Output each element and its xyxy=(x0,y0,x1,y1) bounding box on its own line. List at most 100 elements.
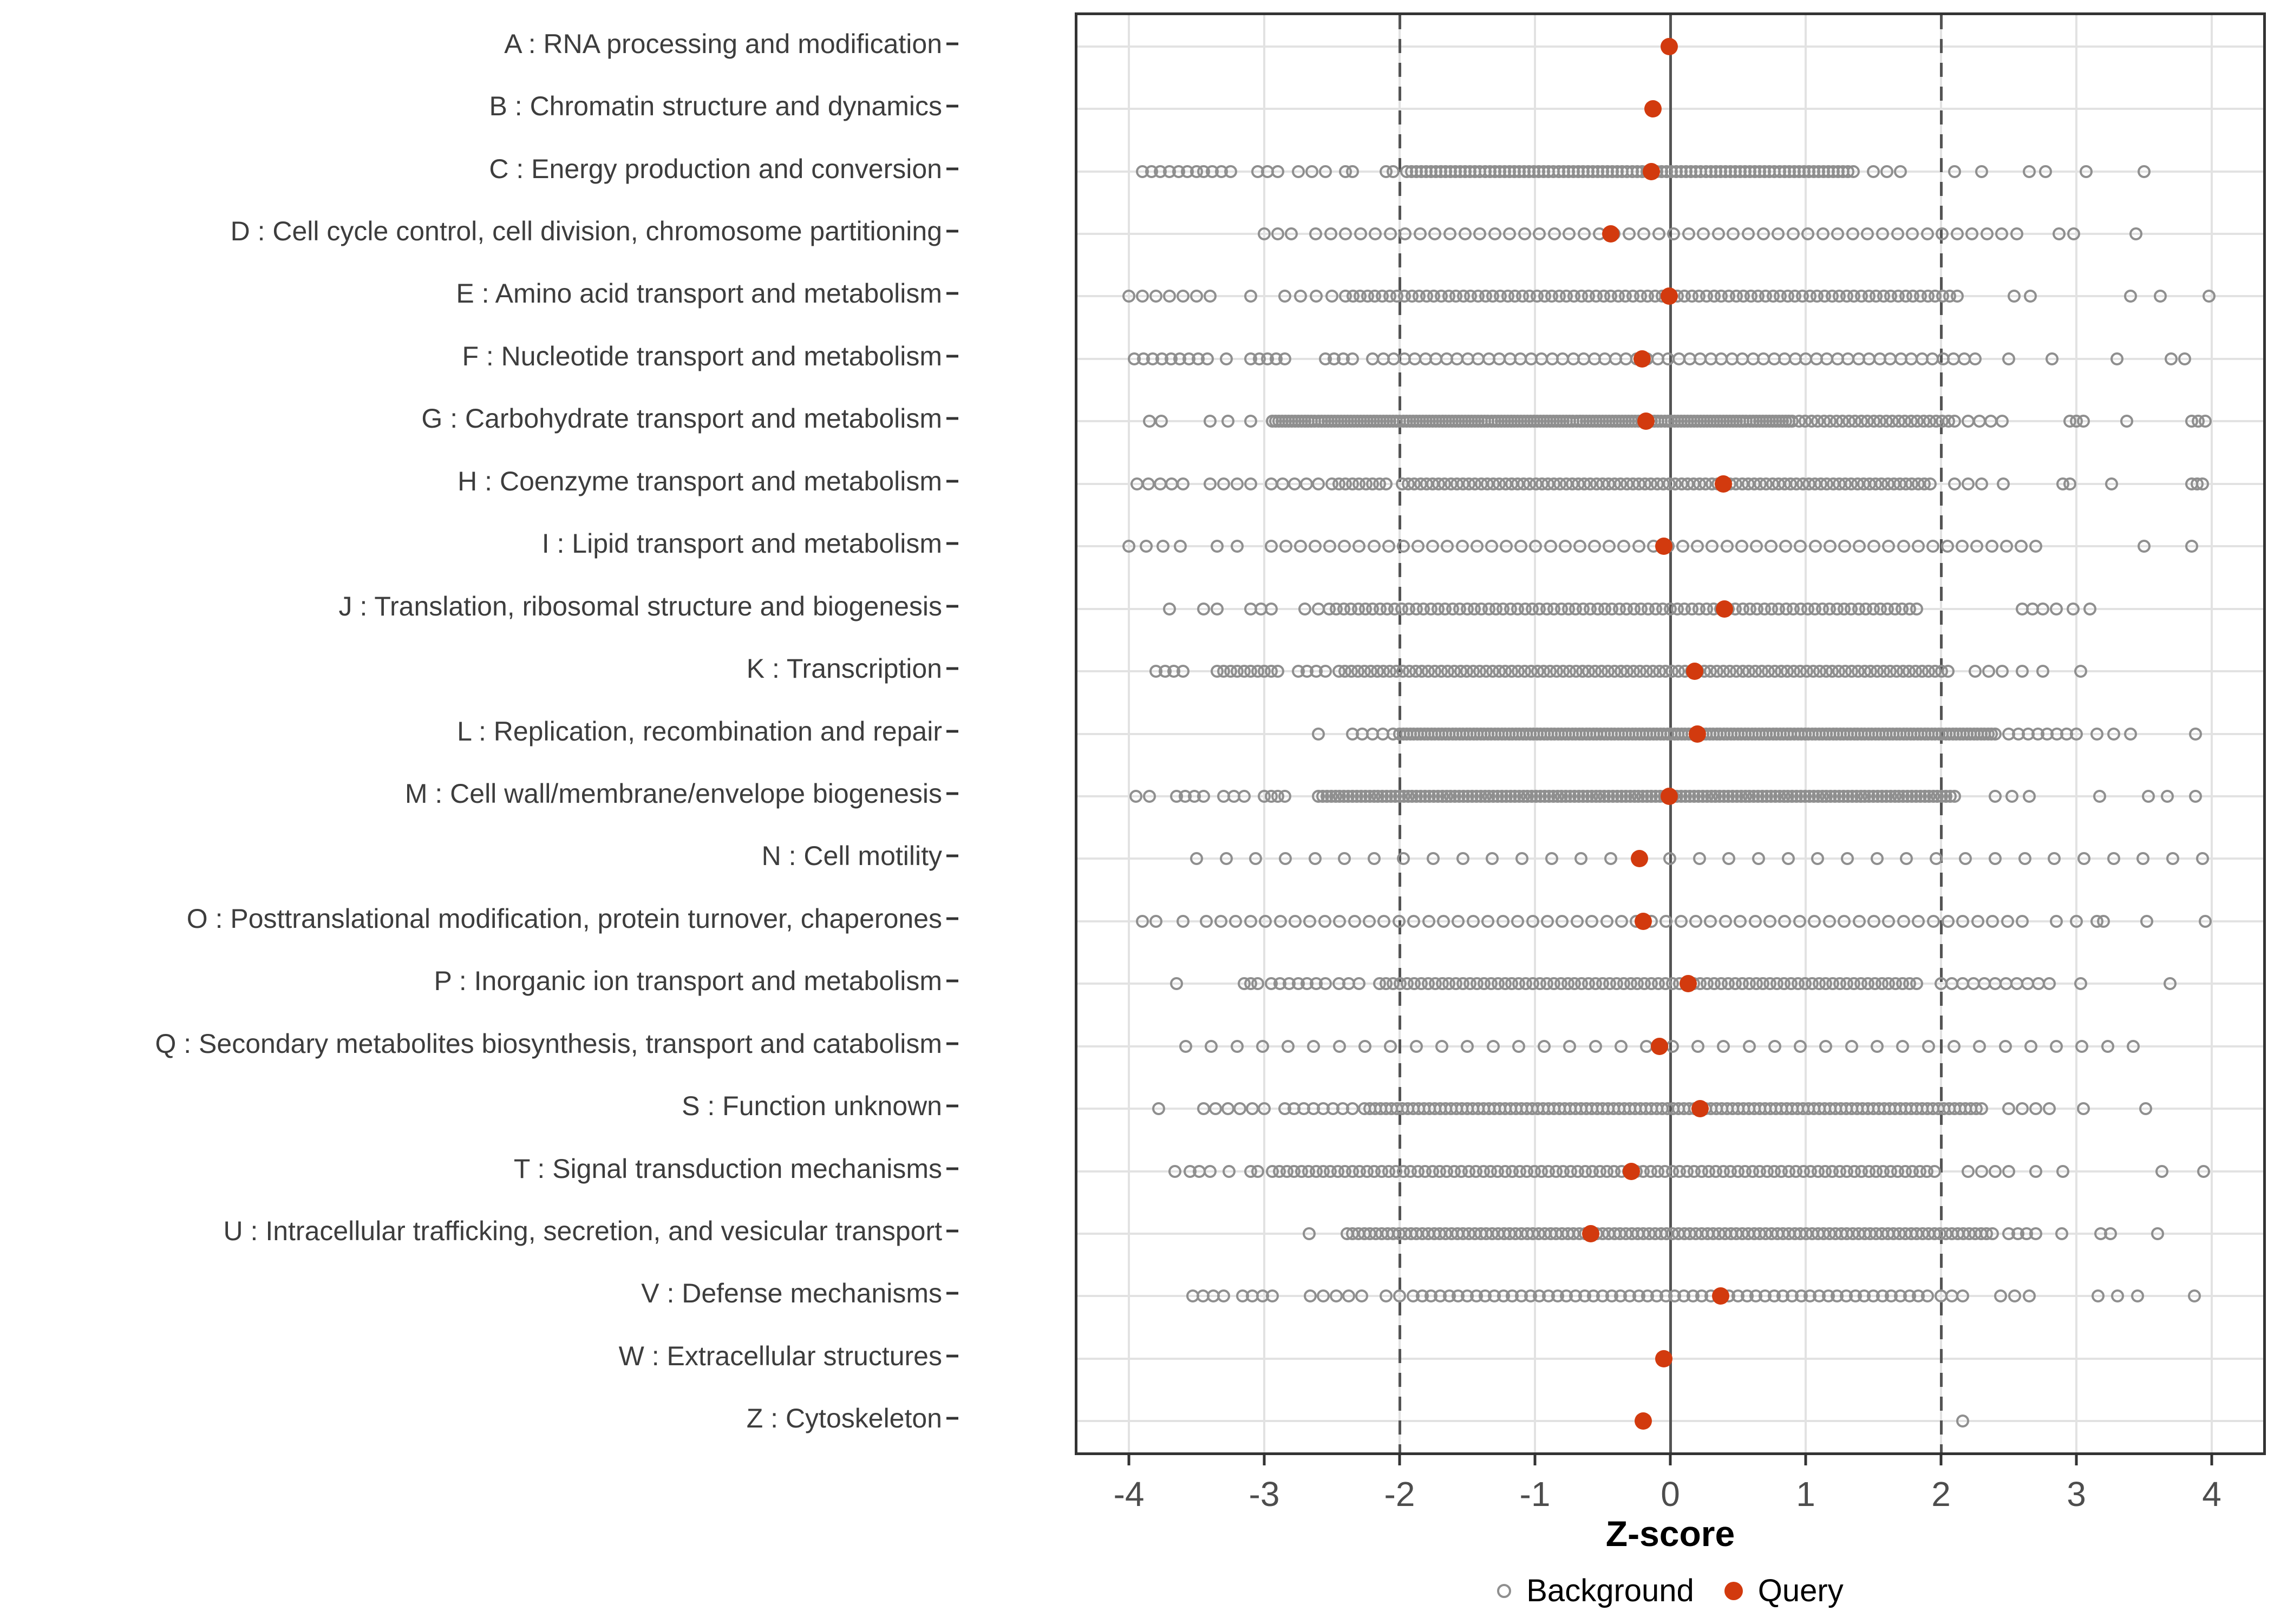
background-point xyxy=(2083,602,2096,615)
background-point xyxy=(2140,914,2153,928)
background-point xyxy=(1819,1039,1833,1053)
background-point xyxy=(1244,415,1257,428)
background-point xyxy=(1316,1289,1330,1303)
background-point xyxy=(1765,540,1778,553)
background-point xyxy=(1271,165,1284,178)
background-point xyxy=(2056,1164,2069,1178)
plot-panel xyxy=(1075,12,2266,1455)
background-point xyxy=(1177,665,1190,678)
background-point xyxy=(2022,165,2036,178)
background-point xyxy=(1897,540,1910,553)
x-tick-label: 0 xyxy=(1661,1475,1680,1514)
query-point xyxy=(1689,725,1706,743)
background-point xyxy=(1588,540,1602,553)
background-point xyxy=(1846,227,1859,241)
background-point xyxy=(1302,1227,1316,1240)
background-point xyxy=(1632,540,1645,553)
background-point xyxy=(2131,1289,2144,1303)
background-point xyxy=(1282,1039,1295,1053)
y-axis-label: F : Nucleotide transport and metabolism xyxy=(462,340,942,371)
background-point xyxy=(2075,1039,2089,1053)
background-point xyxy=(1763,914,1777,928)
background-point xyxy=(1214,914,1227,928)
background-point xyxy=(1822,914,1836,928)
background-point xyxy=(1197,602,1210,615)
background-point xyxy=(1426,540,1440,553)
background-point xyxy=(1258,1102,1271,1116)
legend-item-query: Query xyxy=(1724,1573,1844,1609)
background-point xyxy=(1300,477,1314,490)
background-point xyxy=(1455,540,1469,553)
y-axis-label: P : Inorganic ion transport and metaboli… xyxy=(434,966,942,997)
y-axis-label: W : Extracellular structures xyxy=(618,1340,942,1371)
x-tick-label: 2 xyxy=(1931,1475,1951,1514)
background-point xyxy=(1929,852,1943,866)
background-point xyxy=(2166,852,2179,866)
background-point xyxy=(1547,227,1561,241)
background-point xyxy=(1911,540,1925,553)
background-point xyxy=(1962,477,1975,490)
background-point xyxy=(1204,477,1217,490)
background-point xyxy=(2016,914,2029,928)
background-point xyxy=(2029,540,2042,553)
background-point xyxy=(1704,914,1717,928)
background-point xyxy=(1540,914,1554,928)
filled-circle-icon xyxy=(1724,1581,1743,1600)
background-point xyxy=(1689,914,1702,928)
background-point xyxy=(1786,227,1800,241)
background-point xyxy=(1345,1102,1359,1116)
background-point xyxy=(1190,852,1203,866)
background-point xyxy=(1920,227,1934,241)
background-point xyxy=(1882,540,1896,553)
background-point xyxy=(1237,789,1251,803)
background-point xyxy=(1947,1039,1961,1053)
background-point xyxy=(1153,477,1167,490)
background-point xyxy=(1720,540,1734,553)
background-point xyxy=(1897,914,1910,928)
background-point xyxy=(1573,540,1586,553)
background-point xyxy=(2105,477,2118,490)
background-point xyxy=(1149,290,1162,303)
background-point xyxy=(2195,477,2209,490)
background-point xyxy=(1500,540,1513,553)
y-tick xyxy=(946,542,958,545)
background-point xyxy=(1941,665,1955,678)
background-point xyxy=(1956,1415,1969,1428)
background-point xyxy=(1466,914,1480,928)
background-point xyxy=(1600,914,1613,928)
background-point xyxy=(1298,602,1311,615)
background-point xyxy=(1563,227,1576,241)
background-point xyxy=(1880,165,1893,178)
background-point xyxy=(1922,1039,1935,1053)
query-point xyxy=(1711,1287,1729,1305)
background-point xyxy=(2111,1289,2125,1303)
y-axis-label: K : Transcription xyxy=(746,653,942,684)
background-point xyxy=(1852,914,1866,928)
y-tick xyxy=(946,42,958,45)
background-point xyxy=(1413,227,1427,241)
background-point xyxy=(1427,852,1440,866)
y-axis-label: Z : Cytoskeleton xyxy=(746,1403,942,1434)
background-point xyxy=(1139,540,1153,553)
background-point xyxy=(1324,227,1337,241)
background-point xyxy=(1142,415,1156,428)
background-point xyxy=(1486,852,1499,866)
y-axis-label: I : Lipid transport and metabolism xyxy=(541,528,942,559)
background-point xyxy=(2022,1289,2036,1303)
background-point xyxy=(1975,1164,1988,1178)
background-point xyxy=(1910,602,1923,615)
background-point xyxy=(1756,227,1770,241)
background-point xyxy=(2022,789,2036,803)
background-point xyxy=(1876,227,1890,241)
background-point xyxy=(1367,852,1381,866)
background-point xyxy=(1603,540,1616,553)
y-tick xyxy=(946,605,958,608)
background-point xyxy=(1278,789,1291,803)
background-point xyxy=(1338,852,1351,866)
background-point xyxy=(1354,227,1367,241)
background-point xyxy=(1204,1164,1217,1178)
background-point xyxy=(1386,165,1400,178)
background-point xyxy=(1221,1102,1234,1116)
background-point xyxy=(2079,165,2093,178)
